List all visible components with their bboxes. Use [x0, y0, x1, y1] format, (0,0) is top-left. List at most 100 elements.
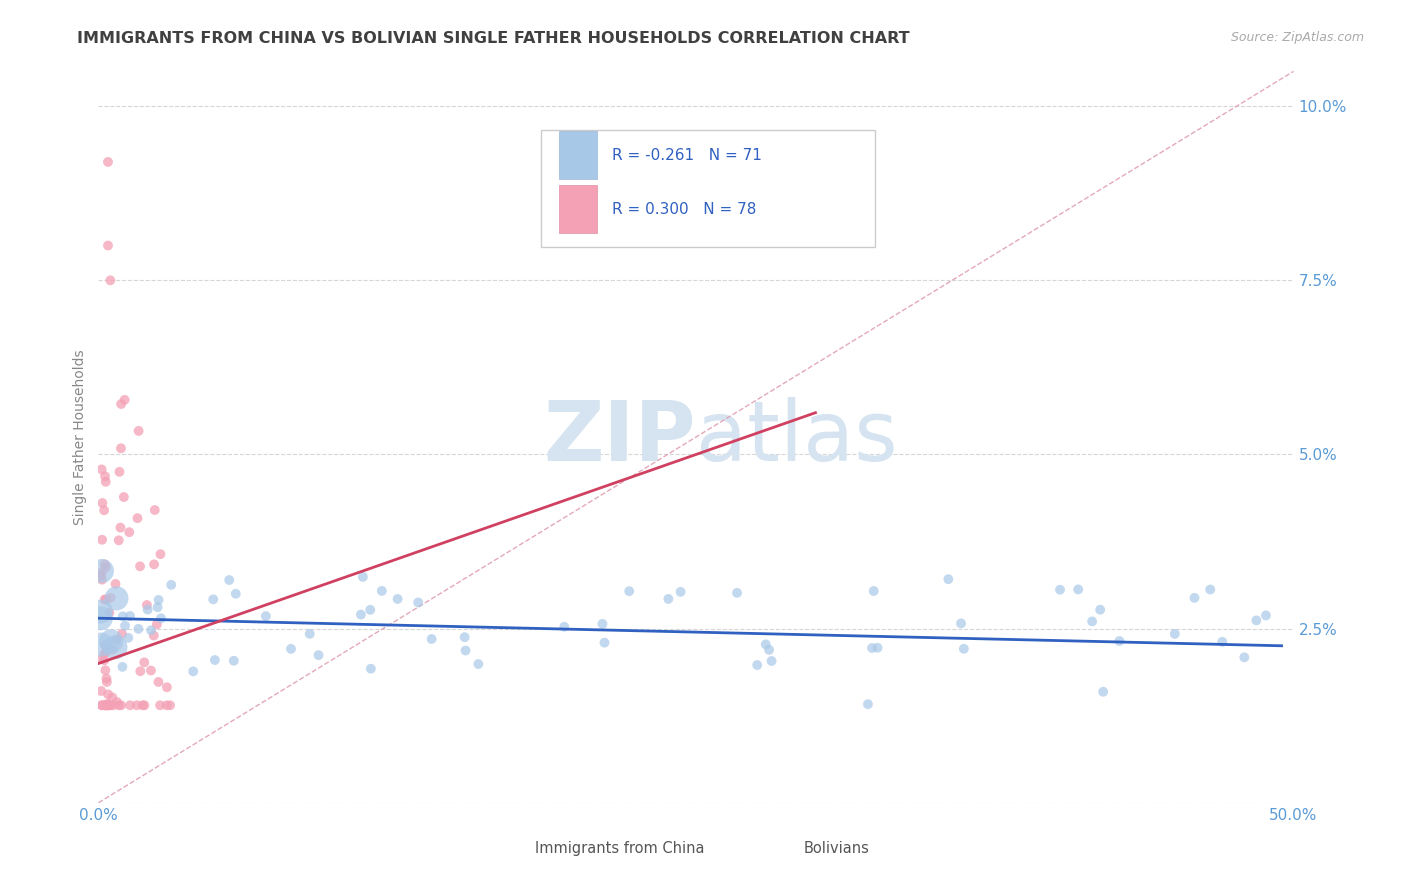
- Point: [90, 684, 112, 698]
- Point: [108, 698, 131, 713]
- Point: [107, 533, 129, 548]
- Point: [134, 656, 156, 670]
- Point: [1246, 613, 1268, 627]
- Point: [125, 698, 148, 713]
- Point: [1254, 608, 1277, 623]
- Point: [128, 424, 150, 438]
- Point: [1092, 684, 1115, 698]
- Text: Immigrants from China: Immigrants from China: [534, 840, 704, 855]
- Point: [218, 573, 240, 587]
- Point: [591, 616, 613, 631]
- Point: [148, 675, 170, 690]
- Point: [856, 697, 879, 711]
- Point: [747, 658, 769, 673]
- Text: Source: ZipAtlas.com: Source: ZipAtlas.com: [1230, 31, 1364, 45]
- Point: [350, 607, 373, 622]
- Point: [862, 584, 884, 599]
- Point: [91, 698, 114, 713]
- Point: [1088, 603, 1111, 617]
- Point: [110, 397, 132, 411]
- Point: [97, 155, 120, 169]
- Y-axis label: Single Father Households: Single Father Households: [73, 350, 87, 524]
- Point: [135, 598, 157, 612]
- Point: [93, 558, 115, 572]
- Bar: [505, 838, 533, 859]
- Point: [104, 577, 127, 591]
- Point: [94, 698, 117, 713]
- Point: [1233, 650, 1256, 665]
- Point: [90, 698, 112, 713]
- Bar: [558, 186, 596, 233]
- Point: [146, 617, 169, 632]
- Point: [454, 643, 477, 657]
- Point: [280, 641, 302, 656]
- Point: [97, 687, 120, 701]
- Point: [100, 634, 122, 648]
- Point: [90, 462, 112, 476]
- Point: [298, 627, 321, 641]
- Point: [134, 698, 156, 713]
- Point: [94, 645, 117, 659]
- Point: [110, 520, 132, 534]
- Point: [96, 672, 118, 686]
- Point: [93, 503, 115, 517]
- Point: [103, 698, 125, 713]
- Point: [105, 695, 128, 709]
- Point: [100, 591, 122, 605]
- Point: [105, 591, 128, 606]
- Point: [160, 578, 183, 592]
- Point: [953, 641, 976, 656]
- Point: [860, 640, 883, 655]
- Point: [725, 586, 748, 600]
- Point: [93, 653, 115, 667]
- Point: [90, 605, 112, 619]
- Point: [619, 584, 641, 599]
- Point: [1081, 615, 1104, 629]
- Point: [938, 572, 960, 586]
- Point: [669, 585, 692, 599]
- Point: [105, 632, 128, 647]
- Point: [91, 573, 114, 587]
- Point: [254, 609, 277, 624]
- Point: [110, 442, 132, 456]
- Point: [202, 592, 225, 607]
- Point: [127, 622, 149, 636]
- Point: [1067, 582, 1090, 597]
- Point: [1164, 627, 1187, 641]
- Point: [101, 690, 124, 705]
- Point: [111, 660, 134, 674]
- Point: [149, 698, 172, 713]
- Point: [129, 559, 152, 574]
- Point: [93, 698, 115, 713]
- Point: [90, 568, 112, 582]
- Point: [143, 503, 166, 517]
- Text: IMMIGRANTS FROM CHINA VS BOLIVIAN SINGLE FATHER HOUSEHOLDS CORRELATION CHART: IMMIGRANTS FROM CHINA VS BOLIVIAN SINGLE…: [77, 31, 910, 46]
- Point: [112, 490, 135, 504]
- Point: [97, 238, 120, 252]
- Point: [108, 465, 131, 479]
- Point: [143, 558, 166, 572]
- Point: [453, 630, 475, 644]
- Point: [120, 698, 142, 713]
- Point: [406, 595, 429, 609]
- Point: [97, 698, 120, 713]
- Point: [156, 680, 179, 694]
- Point: [156, 698, 179, 713]
- Point: [94, 698, 117, 713]
- Point: [94, 698, 117, 713]
- Point: [1049, 582, 1071, 597]
- Point: [308, 648, 330, 662]
- Point: [94, 475, 117, 489]
- Text: R = -0.261   N = 71: R = -0.261 N = 71: [613, 148, 762, 162]
- Point: [225, 587, 247, 601]
- Point: [93, 647, 115, 661]
- Point: [181, 665, 204, 679]
- Point: [98, 606, 121, 620]
- Bar: [558, 131, 596, 179]
- Point: [352, 570, 374, 584]
- Point: [553, 620, 575, 634]
- Point: [387, 591, 409, 606]
- Text: Bolivians: Bolivians: [804, 840, 869, 855]
- Point: [150, 611, 173, 625]
- Point: [117, 631, 139, 645]
